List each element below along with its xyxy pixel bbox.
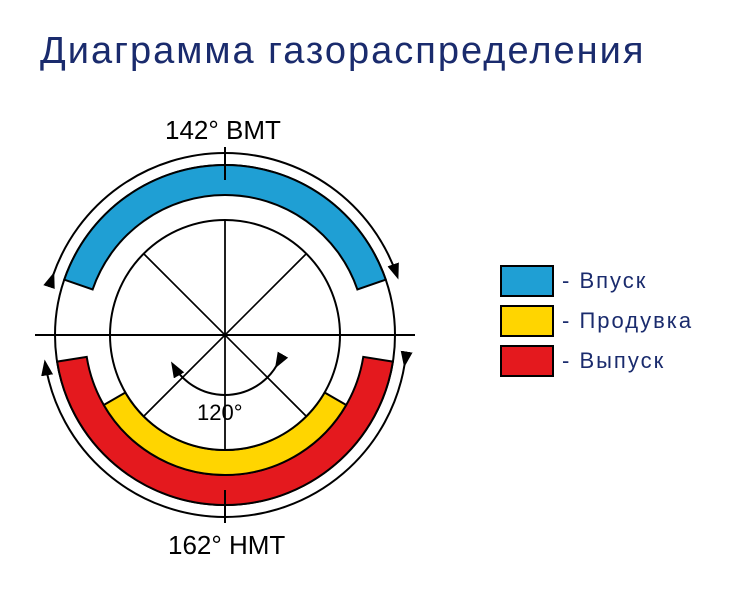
legend: - Впуск - Продувка - Выпуск	[500, 265, 693, 385]
legend-swatch-intake	[500, 265, 554, 297]
inner-angle-label: 120°	[197, 400, 243, 426]
legend-label-exhaust: - Выпуск	[562, 348, 665, 374]
legend-swatch-exhaust	[500, 345, 554, 377]
legend-item-scavenge: - Продувка	[500, 305, 693, 337]
legend-label-scavenge: - Продувка	[562, 308, 693, 334]
bottom-label-nmt: 162° НМТ	[168, 530, 285, 561]
legend-item-exhaust: - Выпуск	[500, 345, 693, 377]
legend-swatch-scavenge	[500, 305, 554, 337]
legend-item-intake: - Впуск	[500, 265, 693, 297]
legend-label-intake: - Впуск	[562, 268, 647, 294]
top-label-bmt: 142° ВМТ	[165, 115, 281, 146]
